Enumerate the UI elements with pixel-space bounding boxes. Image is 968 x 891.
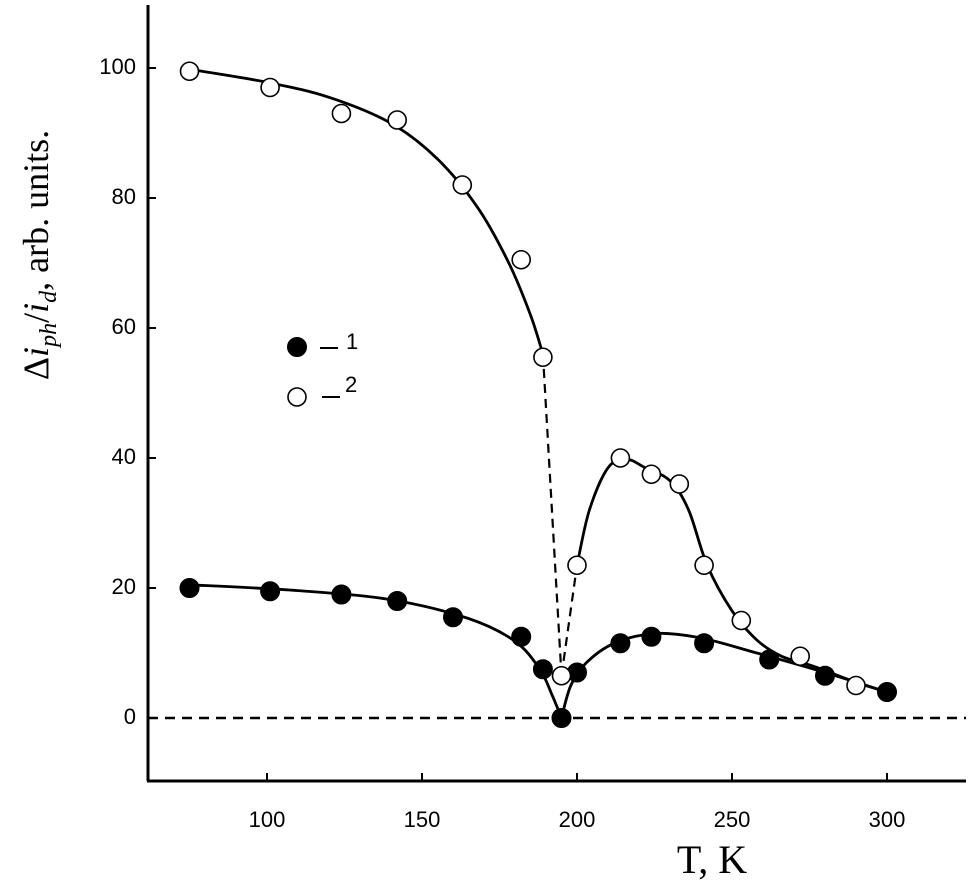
y-tick-label: 80 <box>112 184 136 209</box>
series-1-point <box>331 584 352 605</box>
y-axis-title-i: i <box>16 347 56 357</box>
series-2-point <box>260 77 280 98</box>
series-2-point <box>533 347 553 368</box>
series-2-curve-left <box>189 67 545 355</box>
legend-marker-open <box>287 387 307 407</box>
legend-label-2: 2 <box>345 372 357 397</box>
series-1-point <box>511 626 532 647</box>
svg-text:Δiph/id, arb. units.: Δiph/id, arb. units. <box>16 130 62 380</box>
series-2-point <box>387 110 408 130</box>
series-2-dashed-segment <box>541 353 563 676</box>
series-2-point <box>669 474 690 494</box>
x-axis-title: T, K <box>677 837 747 882</box>
y-tick-label: 100 <box>99 54 136 79</box>
series-1-point <box>387 591 408 611</box>
axes: 100 150 200 250 300 0 20 40 60 80 100 <box>99 5 966 832</box>
y-axis-title: Δiph/id, arb. units. <box>16 130 62 380</box>
x-tick-label: 300 <box>869 807 906 832</box>
legend: 1 2 <box>287 329 358 407</box>
series-1-point <box>815 665 835 686</box>
series-1-point <box>551 708 572 728</box>
series-2-dashed-segment <box>560 565 579 676</box>
series-1-point <box>610 633 631 654</box>
series-2-point <box>641 464 662 485</box>
series-2-point <box>179 61 200 82</box>
y-axis-title-sub-ph: ph <box>36 323 62 349</box>
y-axis-title-slash: / <box>16 313 56 323</box>
markers <box>179 61 897 728</box>
series-2-point <box>694 555 714 576</box>
series-2-point <box>452 175 473 195</box>
series-2-curve-right <box>575 457 888 694</box>
series-1-point <box>641 626 662 647</box>
x-tick-label: 250 <box>714 807 751 832</box>
series-2-point <box>790 646 811 667</box>
x-tick-label: 100 <box>249 807 286 832</box>
series-1-point <box>694 633 715 654</box>
y-tick-label: 0 <box>124 704 136 729</box>
y-axis-title-rest: , arb. units. <box>16 130 56 291</box>
series-2-point <box>511 249 532 270</box>
y-axis-title-delta: Δ <box>16 357 56 380</box>
legend-label-1: 1 <box>346 329 358 354</box>
x-tick-label: 200 <box>559 807 596 832</box>
y-tick-label: 20 <box>112 574 136 599</box>
series-1-point <box>179 578 200 598</box>
series-2-point <box>551 665 572 686</box>
y-axis-title-sub-d: d <box>36 290 62 303</box>
y-tick-label: 60 <box>112 314 136 339</box>
series-2-point <box>610 448 631 468</box>
y-axis-title-i2: i <box>16 303 56 313</box>
series-2-point <box>567 555 587 576</box>
series-2-point <box>731 610 752 631</box>
series-1-point <box>260 581 281 602</box>
x-tick-label: 150 <box>404 807 441 832</box>
series-1-curve-left <box>189 583 563 719</box>
series-1-point <box>443 607 463 628</box>
y-tick-label: 40 <box>112 444 136 469</box>
series-2-point <box>331 103 352 124</box>
series-1-point <box>877 682 897 702</box>
legend-marker-filled <box>287 337 307 357</box>
series-1-point <box>532 659 553 680</box>
series-2-point <box>846 675 866 696</box>
series-1-point <box>759 649 780 670</box>
